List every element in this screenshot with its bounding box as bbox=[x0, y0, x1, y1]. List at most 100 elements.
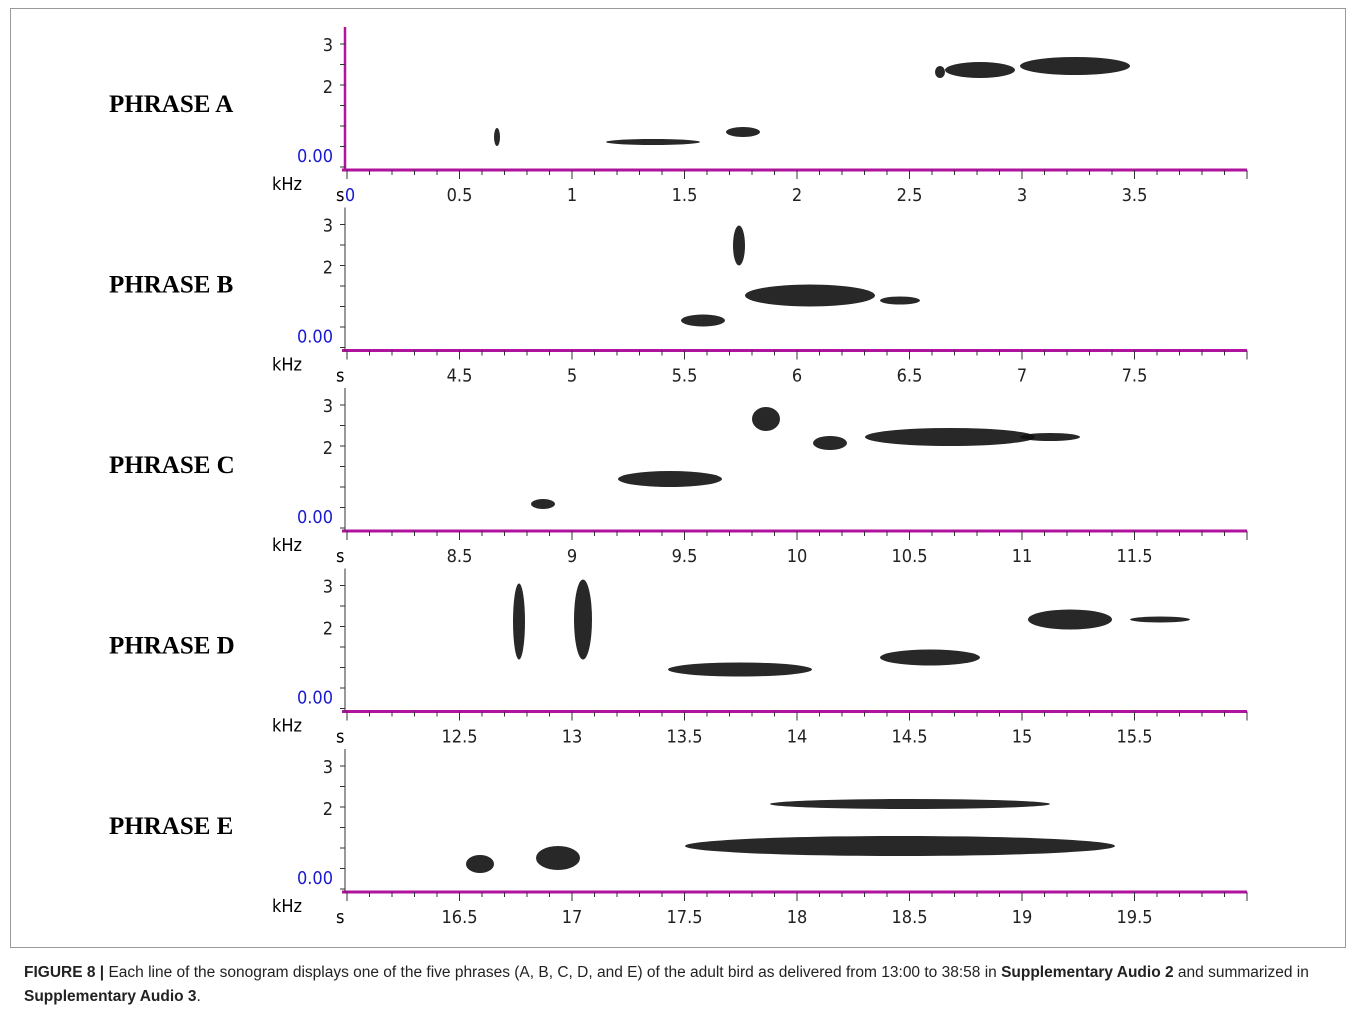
y-tick-label: 0.00 bbox=[297, 327, 333, 348]
y-tick-label: 0.00 bbox=[297, 507, 333, 528]
x-tick-label: 3 bbox=[1017, 185, 1027, 206]
x-tick-label: 6 bbox=[792, 366, 802, 387]
y-tick-label: 2 bbox=[323, 438, 333, 459]
x-tick-label: 14 bbox=[787, 727, 808, 748]
y-tick-label: 2 bbox=[323, 619, 333, 640]
y-tick-label: 3 bbox=[323, 396, 333, 417]
x-tick-label: 7.5 bbox=[1122, 366, 1148, 387]
sound-trace bbox=[668, 662, 812, 677]
x-tick-label: 0.5 bbox=[447, 185, 473, 206]
x-tick-label: 13.5 bbox=[666, 727, 702, 748]
caption-text: Supplementary Audio 2 bbox=[1001, 964, 1174, 981]
phrase-label: PHRASE C bbox=[109, 452, 235, 479]
phrase-label: PHRASE E bbox=[109, 813, 233, 840]
x-tick-label: 10.5 bbox=[891, 546, 927, 567]
sound-trace bbox=[880, 649, 980, 666]
x-tick-label: 15.5 bbox=[1116, 727, 1152, 748]
sound-trace bbox=[494, 128, 500, 146]
sound-trace bbox=[618, 471, 722, 487]
x-tick-label: 1 bbox=[567, 185, 577, 206]
x-tick-label: 18 bbox=[787, 907, 808, 928]
sound-trace bbox=[745, 284, 875, 307]
caption-text: . bbox=[196, 988, 201, 1005]
y-tick-label: 3 bbox=[323, 757, 333, 778]
y-unit: kHz bbox=[272, 355, 302, 376]
caption-text: Supplementary Audio 3 bbox=[24, 988, 197, 1005]
sound-trace bbox=[880, 296, 920, 305]
x-tick-label: 16.5 bbox=[441, 907, 477, 928]
sound-trace bbox=[1130, 616, 1190, 623]
x-tick-label: 3.5 bbox=[1122, 185, 1148, 206]
x-unit: s bbox=[336, 907, 344, 928]
x-tick-label: 8.5 bbox=[447, 546, 473, 567]
y-tick-label: 2 bbox=[323, 799, 333, 820]
x-tick-label: 5.5 bbox=[672, 366, 698, 387]
caption-label: FIGURE 8 | bbox=[24, 964, 105, 981]
sound-trace bbox=[681, 314, 725, 327]
sound-trace bbox=[752, 407, 780, 431]
sound-trace bbox=[865, 428, 1035, 446]
y-tick-label: 2 bbox=[323, 258, 333, 279]
x-tick-label: 18.5 bbox=[891, 907, 927, 928]
phrase-label: PHRASE D bbox=[109, 633, 235, 660]
y-tick-label: 3 bbox=[323, 35, 333, 56]
x-tick-label: 19 bbox=[1012, 907, 1033, 928]
caption-text: and summarized in bbox=[1173, 964, 1309, 981]
sound-trace bbox=[606, 139, 700, 145]
x-tick-label: 1.5 bbox=[672, 185, 698, 206]
x-tick-label: 4.5 bbox=[447, 366, 473, 387]
x-unit: s bbox=[336, 546, 344, 567]
y-unit: kHz bbox=[272, 896, 302, 917]
y-tick-label: 0.00 bbox=[297, 146, 333, 167]
x-tick-label: 15 bbox=[1012, 727, 1033, 748]
sound-trace bbox=[466, 855, 494, 873]
phrase-label: PHRASE B bbox=[109, 272, 233, 299]
x-tick-label: 12.5 bbox=[441, 727, 477, 748]
sound-trace bbox=[1020, 433, 1080, 441]
sound-trace bbox=[536, 846, 580, 870]
sound-trace bbox=[513, 583, 525, 660]
y-tick-label: 0.00 bbox=[297, 868, 333, 889]
x-tick-label: 9 bbox=[567, 546, 577, 567]
y-unit: kHz bbox=[272, 535, 302, 556]
y-tick-label: 3 bbox=[323, 577, 333, 598]
sound-trace bbox=[733, 225, 745, 266]
x-tick-label: 14.5 bbox=[891, 727, 927, 748]
y-tick-label: 0.00 bbox=[297, 688, 333, 709]
x-unit: s bbox=[336, 727, 344, 748]
sound-trace bbox=[1028, 609, 1112, 630]
y-tick-label: 3 bbox=[323, 216, 333, 237]
sound-trace bbox=[945, 62, 1015, 78]
sound-trace bbox=[813, 436, 847, 450]
caption: FIGURE 8 | Each line of the sonogram dis… bbox=[24, 961, 1324, 1009]
y-unit: kHz bbox=[272, 174, 302, 195]
x-tick-label: 11.5 bbox=[1116, 546, 1152, 567]
y-unit: kHz bbox=[272, 716, 302, 737]
x-tick-label: 9.5 bbox=[672, 546, 698, 567]
x-tick-label: 2.5 bbox=[897, 185, 923, 206]
x-tick-label: 0 bbox=[345, 185, 355, 206]
sound-trace bbox=[726, 127, 760, 137]
x-tick-label: 13 bbox=[562, 727, 583, 748]
x-tick-label: 11 bbox=[1012, 546, 1033, 567]
sound-trace bbox=[531, 499, 555, 509]
sound-trace bbox=[685, 836, 1115, 856]
x-tick-label: 19.5 bbox=[1116, 907, 1152, 928]
x-tick-label: 10 bbox=[787, 546, 808, 567]
sound-trace bbox=[574, 579, 592, 660]
phrase-label: PHRASE A bbox=[109, 91, 233, 118]
x-tick-label: 17 bbox=[562, 907, 583, 928]
x-unit: s bbox=[336, 366, 344, 387]
sound-trace bbox=[935, 66, 945, 78]
x-tick-label: 7 bbox=[1017, 366, 1027, 387]
x-unit: s bbox=[336, 185, 344, 206]
y-tick-label: 2 bbox=[323, 77, 333, 98]
x-tick-label: 6.5 bbox=[897, 366, 923, 387]
x-tick-label: 17.5 bbox=[666, 907, 702, 928]
sound-trace bbox=[1020, 57, 1130, 75]
x-tick-label: 5 bbox=[567, 366, 577, 387]
figure-frame bbox=[10, 8, 1346, 948]
caption-text: Each line of the sonogram displays one o… bbox=[104, 964, 1002, 981]
